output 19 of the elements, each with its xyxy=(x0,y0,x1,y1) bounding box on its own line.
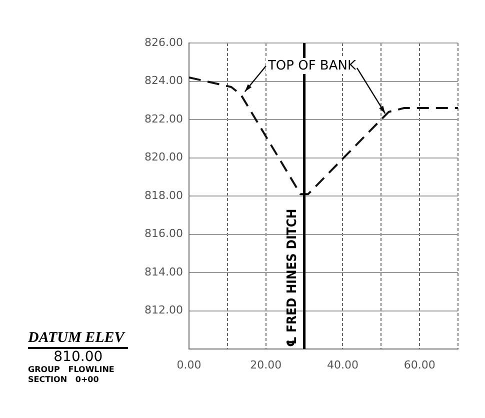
y-tick-label: 820.00 xyxy=(144,150,183,164)
y-tick-label: 814.00 xyxy=(144,265,183,278)
y-tick-label: 812.00 xyxy=(144,304,183,317)
text: DATUM ELEV xyxy=(28,330,128,349)
ref-line-label: ℄ FRED HINES DITCH xyxy=(285,208,300,347)
x-tick-label: 40.00 xyxy=(326,358,358,372)
x-tick-label: 0.00 xyxy=(176,358,202,372)
y-tick-label: 826.00 xyxy=(144,36,183,49)
x-tick-label: 60.00 xyxy=(404,358,436,372)
x-tick-label: 20.00 xyxy=(250,358,282,372)
y-tick-label: 822.00 xyxy=(144,112,183,126)
y-tick-label: 824.00 xyxy=(144,74,183,88)
y-tick-label: 816.00 xyxy=(144,227,183,240)
text: SECTION 0+00 xyxy=(28,375,100,385)
annotation: TOP OF BANK xyxy=(266,58,356,74)
text: GROUP FLOWLINE xyxy=(28,365,116,375)
y-tick-label: 818.00 xyxy=(144,188,183,202)
text: 810.00 xyxy=(52,349,104,365)
line-series xyxy=(189,76,458,196)
